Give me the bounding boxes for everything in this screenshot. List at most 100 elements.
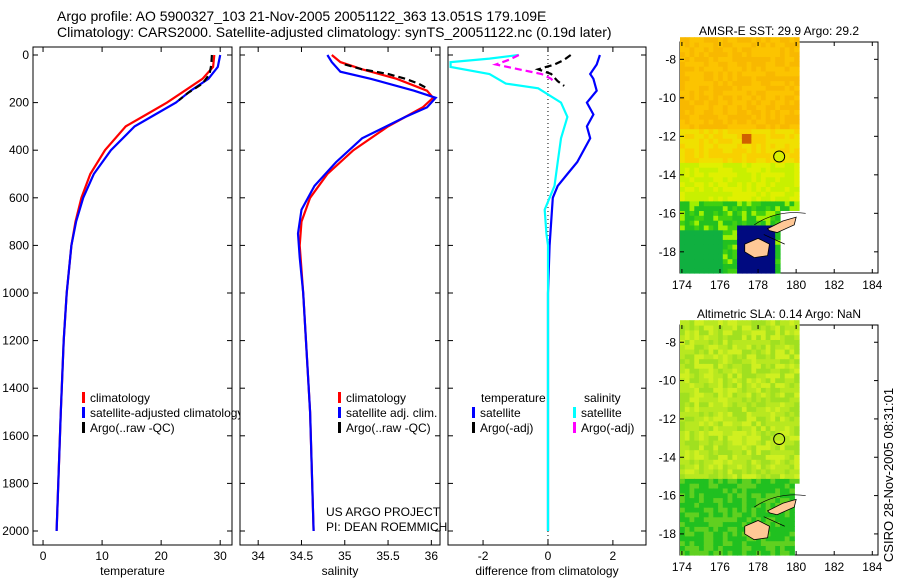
map-cell [746,444,752,451]
map-cell [727,152,733,159]
map-cell [684,349,691,355]
map-cell [751,157,757,163]
y-tick-label: 600 [9,191,29,205]
map-cell [732,411,738,417]
map-cell [789,162,795,168]
map-cell [713,382,719,388]
map-cell [760,511,767,518]
map-cell [732,99,738,106]
map-cell [694,66,700,72]
map-cell [741,181,748,187]
map-cell [718,171,724,178]
map-cell [780,114,786,120]
map-cell [727,147,733,154]
map-cell [684,550,691,556]
map-cell [765,215,772,221]
map-cell [760,325,767,331]
map-cell [765,454,772,460]
map-cell [780,61,786,67]
map-cell [751,406,757,412]
map-cell [789,167,795,173]
map-cell [732,339,738,345]
map-cell [722,186,729,192]
map-cell [703,176,710,183]
map-cell [760,176,767,183]
map-cell [789,401,795,408]
y-tick-label: 1600 [2,429,29,443]
map-cell [703,449,710,455]
map-cell [680,46,686,53]
map-cell [732,507,738,513]
map-cell [680,162,686,168]
map-cell [727,526,733,532]
map-cell [789,464,795,470]
map-cell [722,147,729,154]
map-cell [694,511,700,518]
map-cell [684,334,691,340]
map-cell [794,171,800,178]
map-cell [703,468,710,475]
map-cell [746,320,752,326]
map-cell [718,75,724,82]
map-cell [718,224,724,231]
reef-outline [754,494,806,527]
map-cell [684,128,691,134]
map-cell [784,114,791,120]
map-cell [756,66,762,72]
map-cell [680,420,686,427]
map-cell [737,51,743,57]
map-cell [703,171,710,178]
map-cell [746,181,752,187]
map-cell [694,483,700,489]
map-cell [737,205,743,211]
map-cell [722,344,729,350]
map-cell [694,147,700,154]
map-cell [794,358,800,364]
map-cell [727,133,733,139]
map-cell [741,215,748,221]
map-cell [760,339,767,345]
map-cell [746,80,752,86]
map-cell [770,368,776,374]
map-cell [751,497,757,503]
map-cell [680,143,686,149]
y-tick-label: -12 [659,129,677,143]
map-cell [718,162,724,168]
map-cell [680,468,686,475]
map-cell [699,51,705,57]
map-cell [794,430,800,436]
map-cell [713,220,719,226]
y-tick-label: -10 [659,91,677,105]
map-cell [727,334,733,340]
legend-swatch [338,392,341,403]
map-cell [737,411,743,417]
map-cell [760,229,767,236]
map-cell [732,244,738,250]
map-cell [708,392,714,398]
map-cell [722,540,729,546]
map-cell [694,535,700,542]
map-cell [784,526,791,532]
map-cell [684,521,691,527]
map-cell [722,487,729,494]
map-cell [689,511,695,518]
map-cell [732,143,738,149]
map-cell [751,75,757,82]
map-cell [784,46,791,53]
map-cell [722,220,729,226]
map-cell [689,138,695,144]
map-cell [732,220,738,226]
map-cell [760,147,767,154]
map-cell [784,186,791,192]
map-cell [789,435,795,441]
map-cell [784,94,791,101]
map-cell [794,104,800,110]
map-cell [760,99,767,106]
map-cell [770,329,776,336]
map-cell [680,181,686,187]
map-cell [741,449,748,455]
x-tick-label: 176 [710,560,730,574]
map-cell [713,66,719,72]
map-cell [751,66,757,72]
map-cell [746,353,752,360]
